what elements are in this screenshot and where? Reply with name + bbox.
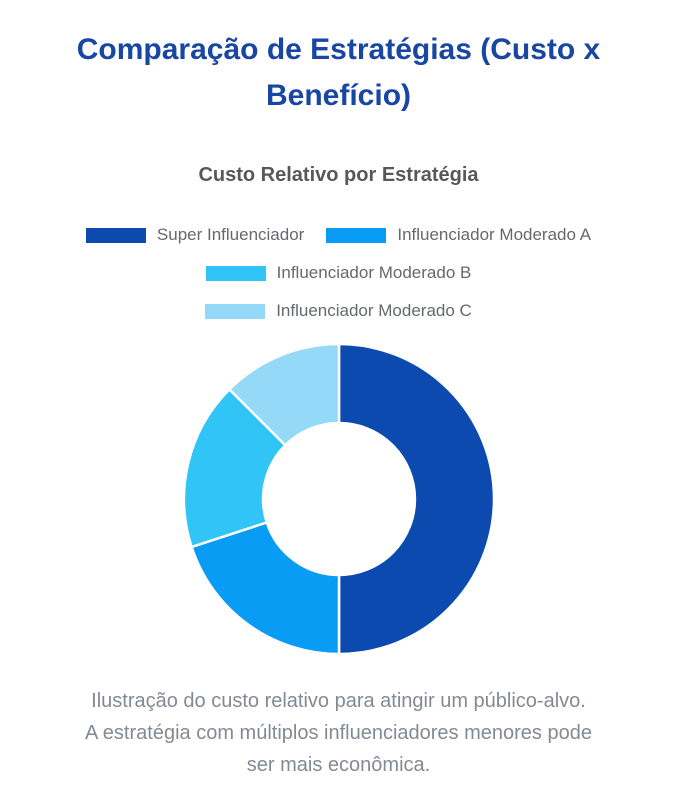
chart-legend: Super Influenciador Influenciador Moderad… (0, 225, 677, 321)
legend-label: Influenciador Moderado A (397, 225, 592, 244)
donut-slice-2 (189, 521, 340, 656)
caption-line: ser mais econômica. (246, 754, 431, 776)
legend-item: Influenciador Moderado A (326, 225, 591, 245)
legend-row: Influenciador Moderado C (0, 301, 677, 321)
legend-row: Influenciador Moderado B (0, 263, 677, 283)
chart-caption: Ilustração do custo relativo para atingi… (0, 685, 677, 781)
donut-slice-3 (182, 388, 287, 549)
legend-item: Super Influenciador (85, 225, 305, 245)
caption-line: Ilustração do custo relativo para atingi… (91, 690, 586, 712)
caption-line: A estratégia com múltiplos influenciador… (85, 722, 592, 744)
legend-swatch (205, 303, 266, 319)
page-title: Comparação de Estratégias (Custo x Benef… (76, 33, 601, 112)
legend-swatch (326, 227, 387, 243)
legend-swatch (205, 265, 266, 281)
legend-label: Super Influenciador (156, 225, 305, 244)
legend-item: Influenciador Moderado C (205, 301, 472, 321)
donut-wrap (0, 341, 677, 657)
chart-title: Custo Relativo por Estratégia (198, 164, 479, 186)
legend-swatch (85, 227, 146, 243)
donut-chart (182, 342, 495, 656)
legend-label: Influenciador Moderado B (276, 263, 472, 282)
legend-item: Influenciador Moderado B (205, 263, 472, 283)
legend-row: Super Influenciador Influenciador Moderad… (0, 225, 677, 245)
donut-slice-4 (227, 342, 340, 447)
donut-slice-1 (337, 342, 495, 656)
legend-label: Influenciador Moderado C (276, 301, 472, 320)
